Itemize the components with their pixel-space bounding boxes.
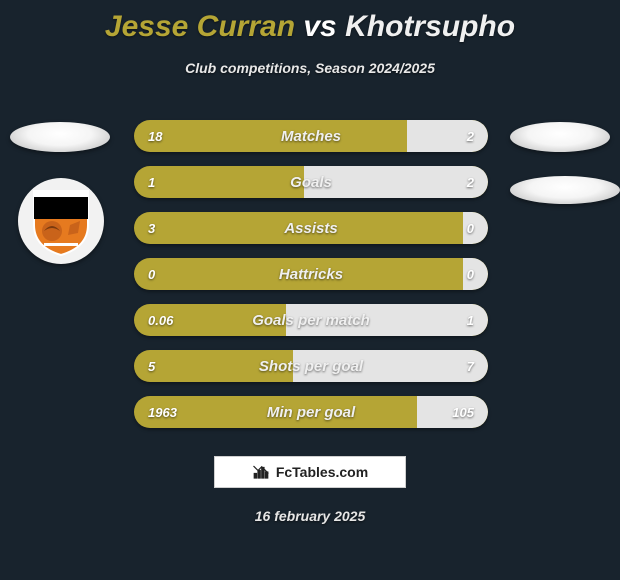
stat-value-right: 1: [467, 304, 474, 336]
stat-label: Hattricks: [134, 258, 488, 290]
stat-value-left: 3: [148, 212, 155, 244]
stat-row: 0Hattricks0: [134, 258, 488, 290]
vs-label: vs: [303, 10, 336, 43]
stat-value-right: 0: [467, 258, 474, 290]
subtitle: Club competitions, Season 2024/2025: [0, 60, 620, 76]
stat-value-right: 2: [467, 166, 474, 198]
stat-value-right: 7: [467, 350, 474, 382]
club-logo: [18, 178, 104, 264]
stat-label: Goals: [134, 166, 488, 198]
stat-label: Matches: [134, 120, 488, 152]
stat-row: 1963Min per goal105: [134, 396, 488, 428]
player2-badge-placeholder-2: [510, 176, 620, 204]
stat-value-left: 1: [148, 166, 155, 198]
brand-text: FcTables.com: [276, 464, 368, 480]
player1-badge-placeholder: [10, 122, 110, 152]
stat-value-left: 18: [148, 120, 162, 152]
stat-label: Shots per goal: [134, 350, 488, 382]
stat-value-left: 5: [148, 350, 155, 382]
player2-name: Khotrsupho: [345, 10, 515, 43]
stat-value-left: 0.06: [148, 304, 173, 336]
stat-row: 5Shots per goal7: [134, 350, 488, 382]
stats-comparison: 18Matches21Goals23Assists00Hattricks00.0…: [134, 120, 488, 442]
stat-value-right: 105: [452, 396, 474, 428]
stat-label: Min per goal: [134, 396, 488, 428]
stat-row: 18Matches2: [134, 120, 488, 152]
date-label: 16 february 2025: [0, 508, 620, 524]
brand-badge[interactable]: FcTables.com: [214, 456, 406, 488]
stat-value-left: 0: [148, 258, 155, 290]
stat-label: Goals per match: [134, 304, 488, 336]
player2-badge-placeholder-1: [510, 122, 610, 152]
club-shield-icon: [30, 185, 92, 257]
stat-row: 0.06Goals per match1: [134, 304, 488, 336]
stat-row: 1Goals2: [134, 166, 488, 198]
stat-value-left: 1963: [148, 396, 177, 428]
stat-value-right: 0: [467, 212, 474, 244]
chart-icon: [252, 463, 270, 481]
page-title: Jesse Curran vs Khotrsupho: [0, 0, 620, 44]
stat-value-right: 2: [467, 120, 474, 152]
player1-name: Jesse Curran: [105, 10, 295, 43]
stat-label: Assists: [134, 212, 488, 244]
stat-row: 3Assists0: [134, 212, 488, 244]
